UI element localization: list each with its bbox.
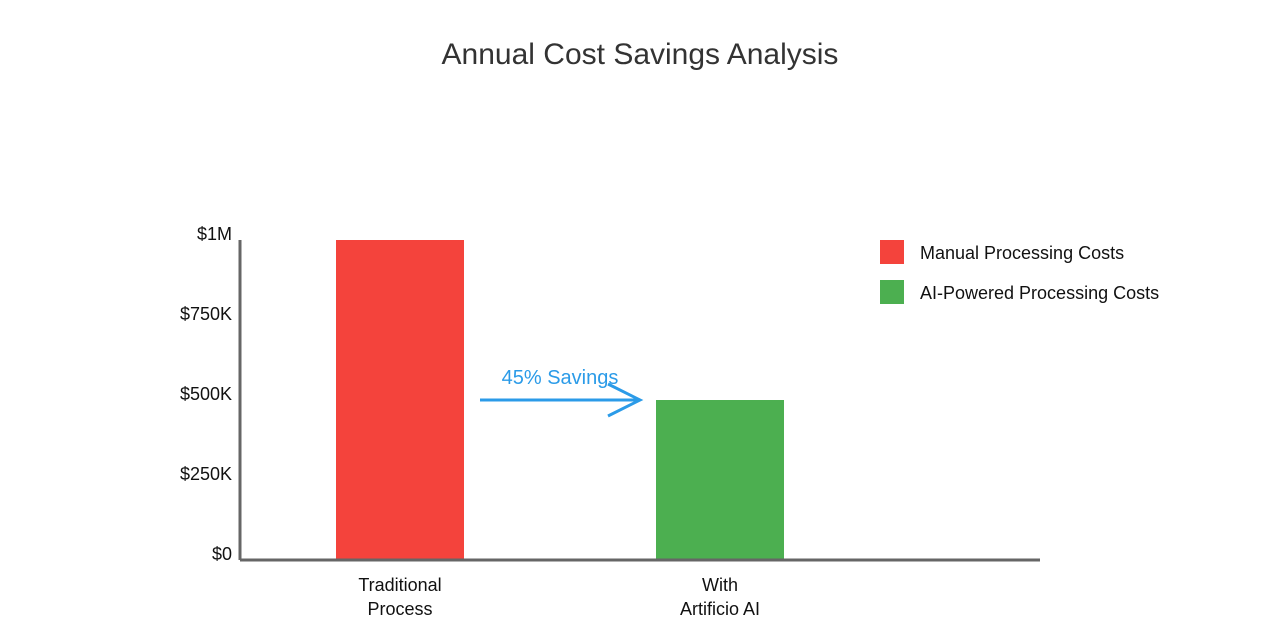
chart-title: Annual Cost Savings Analysis [442, 38, 839, 71]
savings-arrow-head [607, 382, 644, 418]
x-category-label: Traditional Process [358, 575, 441, 619]
y-tick-label: $500K [180, 384, 232, 404]
y-tick-label: $750K [180, 304, 232, 324]
y-tick-label: $1M [197, 224, 232, 244]
x-category-label-line: Traditional [358, 575, 441, 595]
x-category-label-line: Artificio AI [680, 599, 760, 619]
bar-manual-processing [336, 240, 464, 560]
y-tick-label: $250K [180, 464, 232, 484]
legend: Manual Processing Costs AI-Powered Proces… [880, 240, 1159, 304]
y-tick-label: $0 [212, 544, 232, 564]
x-category-label-line: Process [367, 599, 432, 619]
legend-label: AI-Powered Processing Costs [920, 283, 1159, 303]
legend-swatch [880, 240, 904, 264]
plot-area: $0 $250K $500K $750K $1M Traditional Process Wi… [180, 224, 1040, 619]
bar-ai-powered-processing [656, 400, 784, 560]
legend-swatch [880, 280, 904, 304]
savings-annotation-label: 45% Savings [502, 367, 619, 389]
legend-label: Manual Processing Costs [920, 243, 1124, 263]
x-category-label: With Artificio AI [680, 575, 760, 619]
x-category-label-line: With [702, 575, 738, 595]
